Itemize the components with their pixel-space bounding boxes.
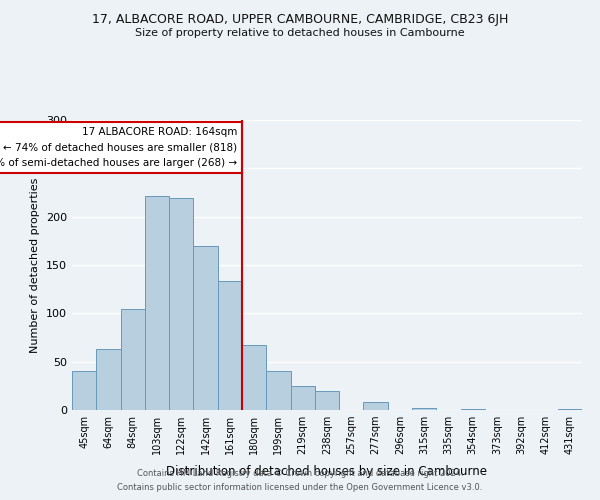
Bar (412, 408, 436, 410)
Bar (290, 386, 315, 410)
Bar (96, 349, 121, 410)
Text: Contains public sector information licensed under the Open Government Licence v3: Contains public sector information licen… (118, 484, 482, 492)
Text: 17 ALBACORE ROAD: 164sqm
← 74% of detached houses are smaller (818)
24% of semi-: 17 ALBACORE ROAD: 164sqm ← 74% of detach… (0, 127, 237, 168)
Y-axis label: Number of detached properties: Number of detached properties (31, 178, 40, 352)
Bar (72, 372, 96, 410)
X-axis label: Distribution of detached houses by size in Cambourne: Distribution of detached houses by size … (167, 466, 487, 478)
Bar (193, 246, 218, 410)
Bar (121, 310, 145, 410)
Bar (218, 282, 242, 410)
Bar (145, 196, 169, 410)
Bar (266, 372, 290, 410)
Text: 17, ALBACORE ROAD, UPPER CAMBOURNE, CAMBRIDGE, CB23 6JH: 17, ALBACORE ROAD, UPPER CAMBOURNE, CAMB… (92, 12, 508, 26)
Text: Contains HM Land Registry data © Crown copyright and database right 2024.: Contains HM Land Registry data © Crown c… (137, 468, 463, 477)
Bar (315, 390, 339, 410)
Text: Size of property relative to detached houses in Cambourne: Size of property relative to detached ho… (135, 28, 465, 38)
Bar (364, 402, 388, 410)
Bar (242, 345, 266, 410)
Bar (558, 409, 582, 410)
Bar (461, 409, 485, 410)
Bar (169, 198, 193, 410)
